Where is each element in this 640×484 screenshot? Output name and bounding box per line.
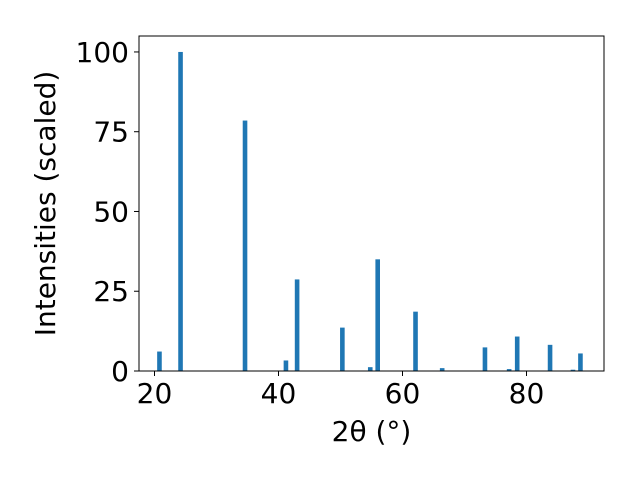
x-axis-label: 2θ (°) <box>332 415 412 448</box>
bar-5 <box>340 327 345 371</box>
x-tick-label: 80 <box>509 377 545 410</box>
y-tick-label: 100 <box>76 36 129 69</box>
x-tick-label: 20 <box>137 377 173 410</box>
y-tick-label: 75 <box>93 116 129 149</box>
bar-1 <box>178 51 183 371</box>
x-tick-label: 40 <box>261 377 297 410</box>
bar-6 <box>367 367 373 371</box>
bar-10 <box>482 347 488 371</box>
bar-4 <box>294 279 300 371</box>
bar-11 <box>506 369 512 371</box>
y-tick-label: 50 <box>93 195 129 228</box>
bars <box>157 51 583 371</box>
x-tick-label: 60 <box>385 377 421 410</box>
bar-14 <box>570 369 576 371</box>
axes-frame <box>138 35 605 372</box>
y-tick-label: 0 <box>111 355 129 388</box>
bar-7 <box>375 259 380 371</box>
y-axis-label: Intensities (scaled) <box>29 71 62 337</box>
bar-9 <box>439 368 445 371</box>
bar-12 <box>514 336 520 371</box>
axis-ticks: 20 40 60 80 0 25 50 75 100 <box>76 36 545 410</box>
bar-15 <box>578 353 583 371</box>
bar-13 <box>547 344 553 371</box>
bar-3 <box>283 360 289 371</box>
bar-8 <box>413 311 418 371</box>
bar-0 <box>157 351 162 371</box>
bar-2 <box>242 120 248 371</box>
y-tick-label: 25 <box>93 275 129 308</box>
